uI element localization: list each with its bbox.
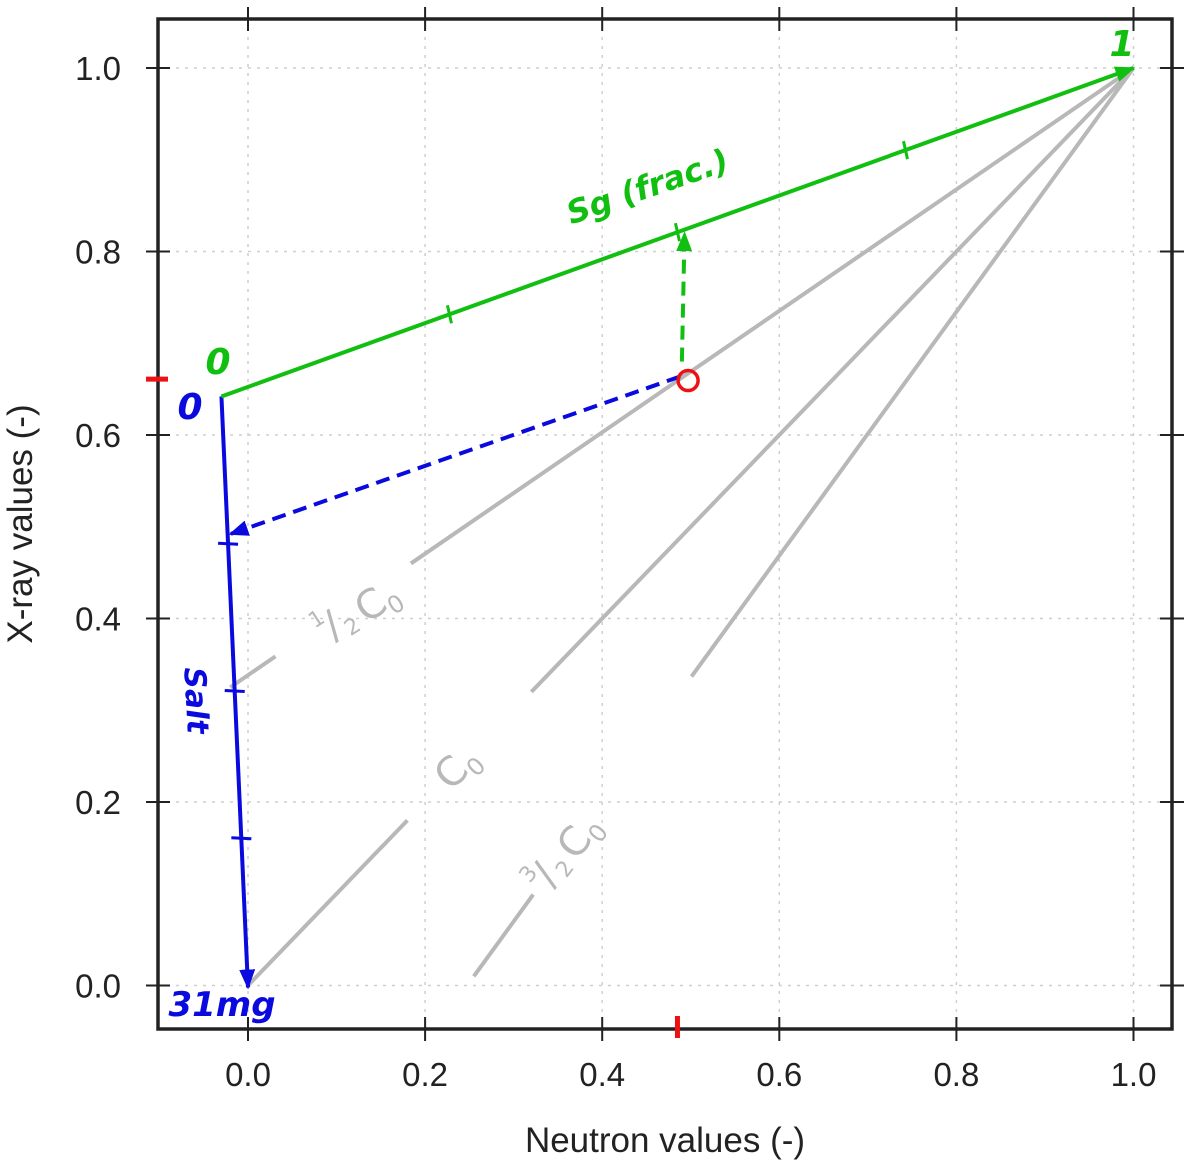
y-axis-title: X-ray values (-) [1,404,40,643]
half-c0-label: 1/2C0 [304,579,410,649]
axis-ticks [146,7,1184,1041]
salt-zero-label: 0 [177,387,202,428]
y-tick-label: 0.2 [75,784,121,821]
annotations: 0 1 0 Sg (frac.) Salt 31mg 1/2C0 C0 3/2C0 [146,24,1135,1038]
plot-area [218,66,1136,990]
x-tick-label: 0.8 [933,1056,979,1093]
x-tick-label: 1.0 [1111,1056,1157,1093]
y-tick-label: 1.0 [75,50,121,87]
threehalf-c0-line [689,66,1136,678]
x-tick-label: 0.4 [579,1056,625,1093]
sg-one-label: 1 [1109,24,1134,65]
y-tick-label: 0.4 [75,601,121,638]
x-tick-label: 0.6 [756,1056,802,1093]
grid-lines [158,19,1172,1029]
sg-projection-arrow [676,231,693,362]
salt-projection-arrow [228,374,681,536]
sg-tick [445,305,453,324]
sg-zero-label: 0 [205,342,230,383]
salt-tick [231,836,252,841]
measured-point [676,368,700,393]
salt-end-label: 31mg [168,985,275,1025]
x-tick-label: 0.0 [225,1056,271,1093]
half-c0-line [229,654,277,689]
c0-line [529,66,1135,694]
x-axis-title: Neutron values (-) [525,1121,805,1160]
c0-line [246,818,409,987]
sg-tick [674,222,681,242]
salt-title-label: Salt [176,666,215,736]
axes-frame [156,17,1174,1031]
salt-tick [218,541,239,546]
y-tick-label: 0.6 [75,417,121,454]
x-tick-label: 0.2 [402,1056,448,1093]
threehalf-c0-line [472,893,535,978]
salt-tick [224,688,245,693]
half-c0-line [409,66,1135,566]
y-tick-label: 0.8 [75,234,121,271]
y-tick-label: 0.0 [75,968,121,1005]
threehalf-c0-label: 3/2C0 [515,818,614,894]
sg-tick [902,140,909,160]
tick-labels: 0.0 0.2 0.4 0.6 0.8 1.0 0.0 0.2 0.4 0.6 0.8 1.0 [75,50,1156,1093]
c0-label: C0 [425,747,491,799]
sg-title-label: Sg (frac.) [561,141,733,232]
